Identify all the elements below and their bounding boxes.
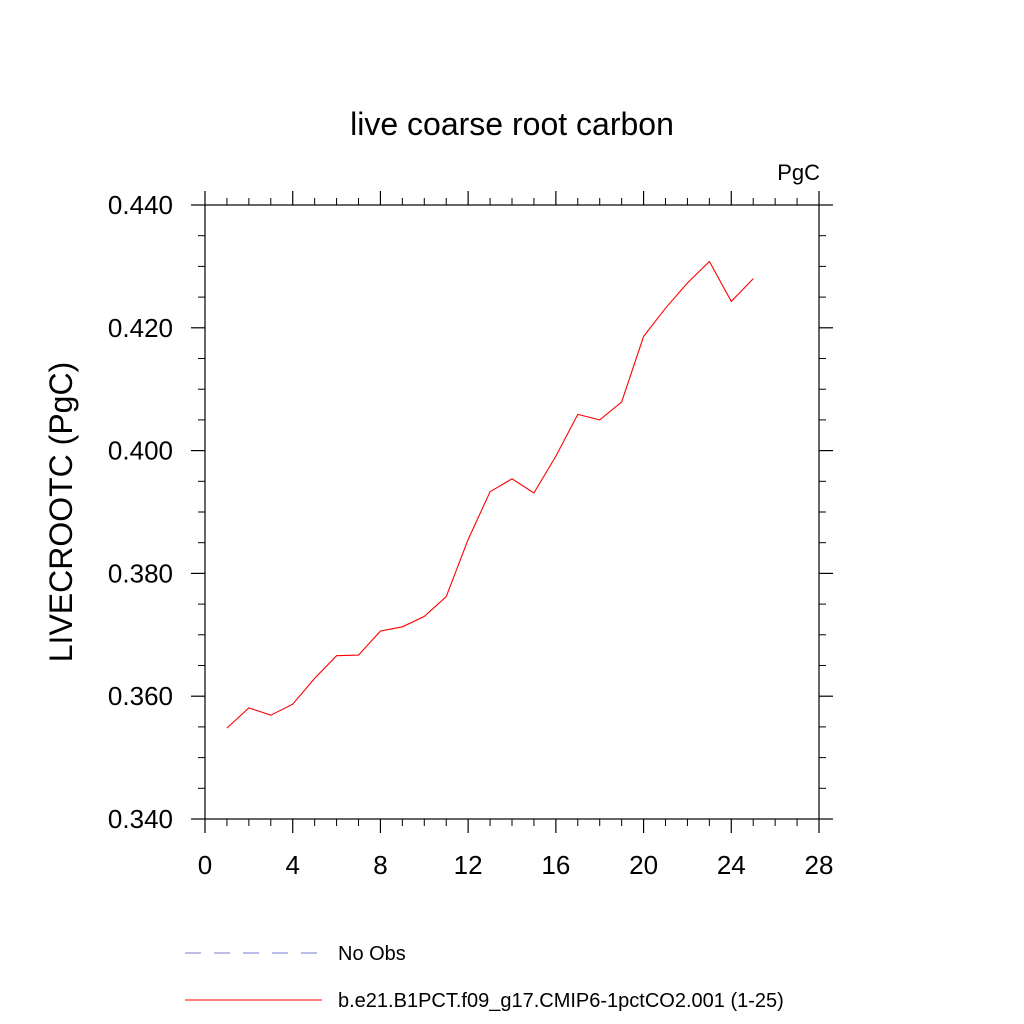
x-tick-label: 24 xyxy=(717,850,746,880)
y-tick-label: 0.360 xyxy=(108,681,173,711)
legend-label: No Obs xyxy=(338,943,406,965)
chart-title: live coarse root carbon xyxy=(350,106,674,142)
y-tick-label: 0.340 xyxy=(108,804,173,834)
y-tick-label: 0.400 xyxy=(108,436,173,466)
series-line xyxy=(226,260,754,729)
plot-frame xyxy=(204,204,820,820)
x-tick-label: 8 xyxy=(373,850,387,880)
x-tick-label: 0 xyxy=(198,850,212,880)
series-layer xyxy=(226,260,754,729)
x-tick-label: 28 xyxy=(805,850,834,880)
legend: No Obs b.e21.B1PCT.f09_g17.CMIP6-1pctCO2.… xyxy=(185,943,784,1012)
x-tick-label: 12 xyxy=(454,850,483,880)
y-tick-label: 0.440 xyxy=(108,190,173,220)
y-tick-label: 0.420 xyxy=(108,313,173,343)
x-tick-label: 4 xyxy=(285,850,299,880)
legend-label: b.e21.B1PCT.f09_g17.CMIP6-1pctCO2.001 (1… xyxy=(338,990,784,1012)
y-tick-label: 0.380 xyxy=(108,558,173,588)
axes: 0 4 8 12 16 20 24 28 0.340 0.360 0.380 0.400 0.420 0.… xyxy=(108,190,834,880)
y-axis-label: LIVECROOTC (PgC) xyxy=(43,362,79,662)
units-label: PgC xyxy=(777,160,820,185)
x-tick-label: 20 xyxy=(629,850,658,880)
x-tick-label: 16 xyxy=(541,850,570,880)
